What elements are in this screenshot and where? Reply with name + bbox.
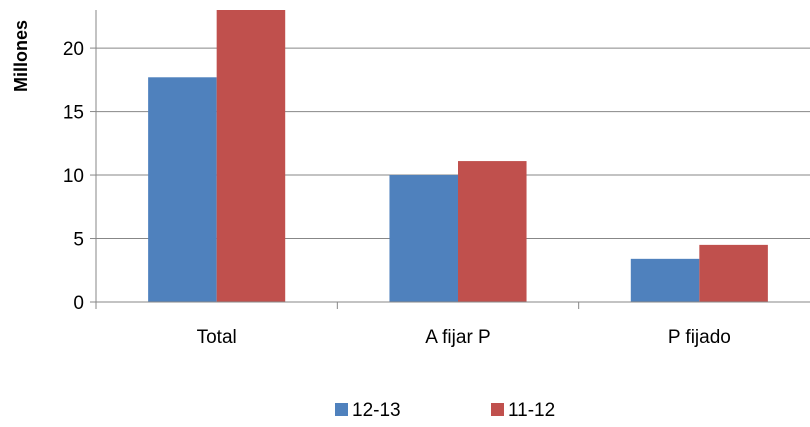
bars (148, 10, 768, 302)
category-labels: Total A fijar P P fijado (197, 327, 731, 348)
y-tick-label-4: 20 (63, 39, 84, 60)
bar-12-13-total (148, 77, 217, 302)
y-tick-label-3: 15 (63, 103, 84, 124)
bar-12-13-a-fijar-p (389, 175, 458, 302)
category-label-1: A fijar P (425, 327, 490, 348)
bar-12-13-p-fijado (630, 258, 700, 302)
bar-11-12-a-fijar-p (458, 161, 527, 302)
category-label-0: Total (197, 327, 237, 348)
category-label-2: P fijado (668, 327, 731, 348)
y-tick-label-1: 5 (73, 230, 84, 251)
legend-swatch-0 (335, 403, 348, 416)
axes (90, 10, 810, 309)
legend-swatch-1 (491, 403, 504, 416)
legend-label-1: 11-12 (508, 400, 555, 421)
bar-11-12-p-fijado (699, 244, 768, 302)
y-tick-label-2: 10 (63, 166, 84, 187)
legend: 12-13 11-12 (335, 400, 555, 421)
bar-11-12-total (216, 10, 286, 302)
y-tick-label-0: 0 (73, 293, 84, 314)
y-tick-labels: 0 5 10 15 20 (63, 39, 84, 314)
y-axis-label: Millones (11, 20, 31, 92)
legend-label-0: 12-13 (352, 400, 401, 421)
